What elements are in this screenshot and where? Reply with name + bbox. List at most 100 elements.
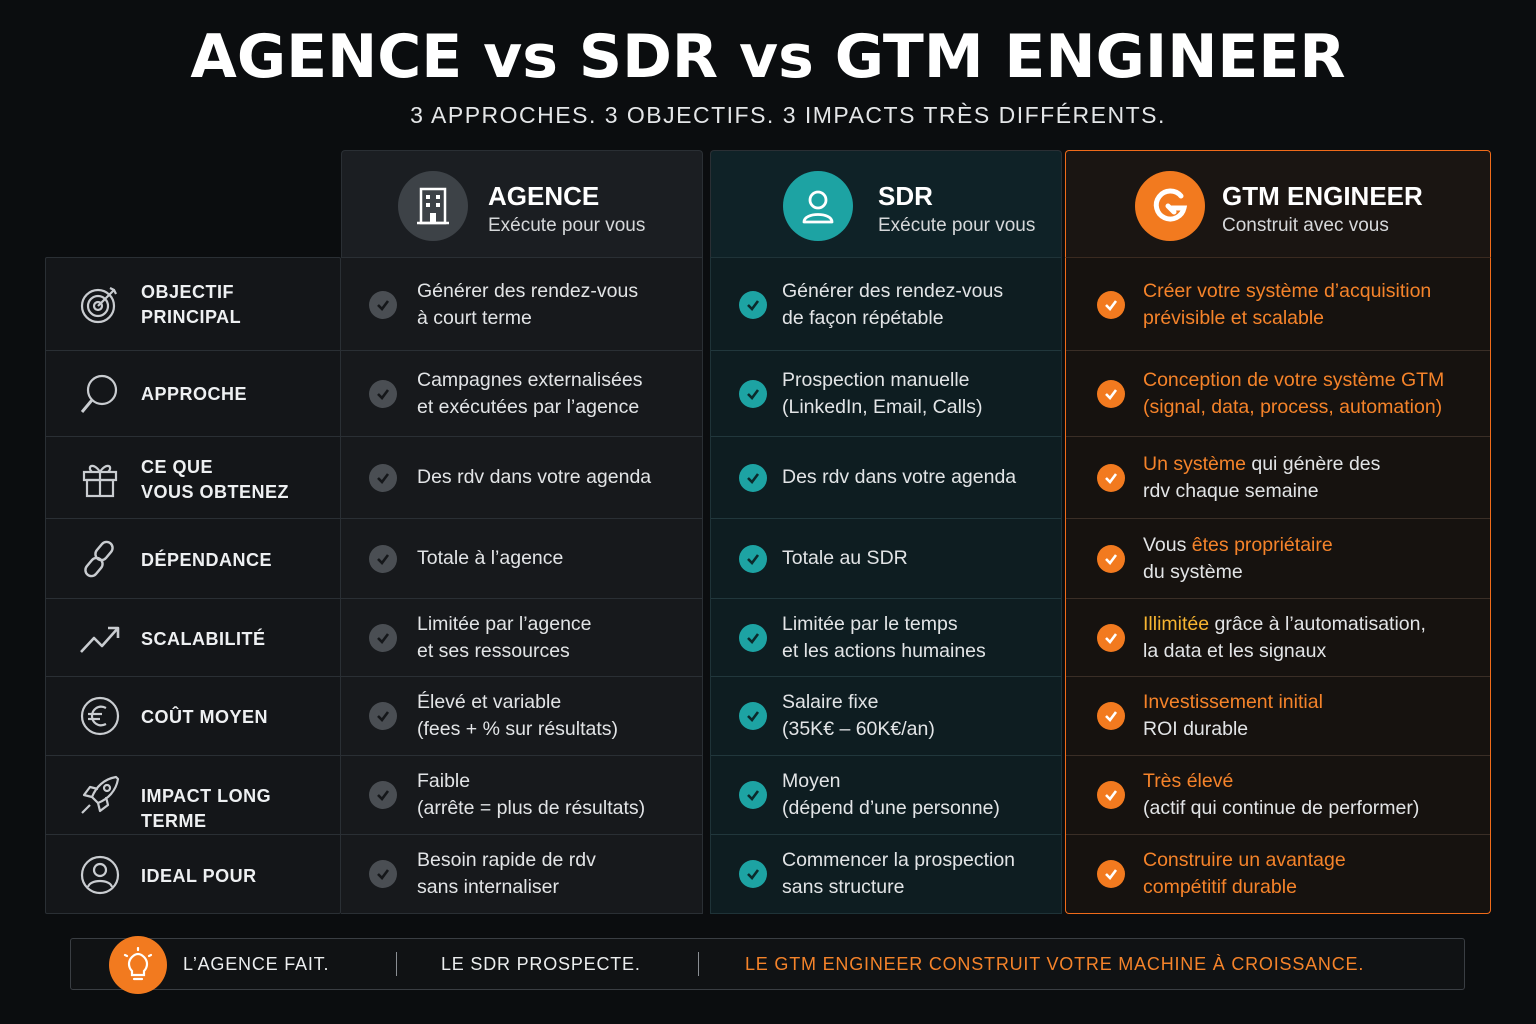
cell-line: (signal, data, process, automation) bbox=[1143, 396, 1443, 418]
table-row: Salaire fixe (35K€ – 60K€/an) bbox=[711, 677, 1061, 756]
link-icon bbox=[78, 537, 122, 581]
cell-text: qui génère des bbox=[1245, 453, 1381, 475]
check-icon bbox=[369, 291, 397, 319]
table-row: Totale au SDR bbox=[711, 519, 1061, 599]
row-label-cout: COÛT MOYEN bbox=[46, 677, 340, 756]
row-label-line: IDEAL POUR bbox=[141, 866, 257, 886]
cell-line: Prospection manuelle bbox=[782, 369, 970, 391]
gtm-engineer-column: Créer votre système d’acquisition prévisi… bbox=[1065, 257, 1491, 914]
highlight-text: êtes propriétaire bbox=[1191, 534, 1333, 556]
row-label-dependance: DÉPENDANCE bbox=[46, 519, 340, 599]
column-title: AGENCE bbox=[488, 181, 600, 211]
euro-icon bbox=[78, 694, 122, 738]
check-icon bbox=[369, 781, 397, 809]
column-header-gtm-engineer: GTM ENGINEER Construit avec vous bbox=[1065, 150, 1491, 258]
cell-line: (fees + % sur résultats) bbox=[417, 718, 619, 740]
cell-line: prévisible et scalable bbox=[1143, 307, 1325, 329]
cell-line: Moyen bbox=[782, 770, 841, 792]
table-row: Construire un avantage compétitif durable bbox=[1066, 835, 1490, 915]
column-subtitle: Exécute pour vous bbox=[878, 215, 1036, 236]
table-row: Prospection manuelle (LinkedIn, Email, Ca… bbox=[711, 351, 1061, 437]
cell-line: du système bbox=[1143, 561, 1243, 583]
row-label-line: DÉPENDANCE bbox=[141, 550, 273, 570]
highlight-text: Illimitée bbox=[1143, 613, 1210, 635]
table-row: Limitée par l’agence et ses ressources bbox=[341, 599, 702, 677]
cell-line: Investissement initial bbox=[1143, 691, 1323, 713]
check-icon bbox=[369, 702, 397, 730]
trend-up-icon bbox=[78, 616, 122, 660]
cell-line: de façon répétable bbox=[782, 307, 944, 329]
table-row: Conception de votre système GTM (signal, … bbox=[1066, 351, 1490, 437]
table-row: Moyen (dépend d’une personne) bbox=[711, 756, 1061, 835]
cell-line: et exécutées par l’agence bbox=[417, 396, 640, 418]
cell-line: Générer des rendez-vous bbox=[782, 280, 1004, 302]
target-icon bbox=[78, 282, 122, 326]
check-icon bbox=[739, 624, 767, 652]
check-icon bbox=[1097, 860, 1125, 888]
cell-line: Commencer la prospection bbox=[782, 849, 1016, 871]
row-label-line: PRINCIPAL bbox=[141, 307, 242, 327]
cell-line: Limitée par le temps bbox=[782, 613, 958, 635]
footer-text-gtm: LE GTM ENGINEER CONSTRUIT VOTRE MACHINE … bbox=[745, 954, 1365, 974]
table-row: Des rdv dans votre agenda bbox=[341, 437, 702, 519]
table-row: Vous êtes propriétaire du système bbox=[1066, 519, 1490, 599]
cell-line: (actif qui continue de performer) bbox=[1143, 797, 1420, 819]
search-icon bbox=[78, 372, 122, 416]
check-icon bbox=[739, 545, 767, 573]
check-icon bbox=[1097, 291, 1125, 319]
cell-line: Des rdv dans votre agenda bbox=[417, 466, 652, 488]
cell-line: (35K€ – 60K€/an) bbox=[782, 718, 935, 740]
cell-line: Conception de votre système GTM bbox=[1143, 369, 1445, 391]
lightbulb-icon bbox=[109, 936, 167, 994]
cell-line: Construire un avantage bbox=[1143, 849, 1346, 871]
cell-line: Un système qui génère des bbox=[1143, 451, 1380, 478]
row-labels-column: OBJECTIF PRINCIPAL APPROCHE CE QUE VOUS OB… bbox=[45, 257, 341, 914]
column-title: SDR bbox=[878, 181, 933, 211]
check-icon bbox=[369, 860, 397, 888]
table-row: Faible (arrête = plus de résultats) bbox=[341, 756, 702, 835]
cell-line: Créer votre système d’acquisition bbox=[1143, 280, 1432, 302]
page-subtitle: 3 APPROCHES. 3 OBJECTIFS. 3 IMPACTS TRÈS… bbox=[410, 102, 1166, 128]
check-icon bbox=[739, 464, 767, 492]
check-icon bbox=[739, 291, 767, 319]
cell-line: Besoin rapide de rdv bbox=[417, 849, 596, 871]
row-label-line: COÛT MOYEN bbox=[141, 707, 269, 727]
table-row: Besoin rapide de rdv sans internaliser bbox=[341, 835, 702, 915]
column-subtitle: Exécute pour vous bbox=[488, 215, 646, 236]
table-row: Très élevé (actif qui continue de perform… bbox=[1066, 756, 1490, 835]
agence-column: Générer des rendez-vous à court terme Cam… bbox=[341, 257, 703, 914]
row-label-line: CE QUE bbox=[141, 457, 214, 477]
check-icon bbox=[739, 702, 767, 730]
gtm-logo-icon bbox=[1135, 171, 1205, 241]
row-label-ce-que: CE QUE VOUS OBTENEZ bbox=[46, 437, 340, 519]
footer-text-agence: L’AGENCE FAIT. bbox=[183, 954, 330, 974]
check-icon bbox=[739, 781, 767, 809]
building-icon bbox=[398, 171, 468, 241]
row-label-scalabilite: SCALABILITÉ bbox=[46, 599, 340, 677]
footer-divider bbox=[698, 952, 699, 976]
table-row: Limitée par le temps et les actions humai… bbox=[711, 599, 1061, 677]
check-icon bbox=[739, 860, 767, 888]
cell-line: Totale au SDR bbox=[782, 547, 908, 569]
footer-text-sdr: LE SDR PROSPECTE. bbox=[441, 954, 641, 974]
footer-divider bbox=[396, 952, 397, 976]
table-row: Commencer la prospection sans structure bbox=[711, 835, 1061, 915]
cell-line: (LinkedIn, Email, Calls) bbox=[782, 396, 983, 418]
highlight-text: Un système bbox=[1143, 453, 1246, 475]
cell-line: Illimitée grâce à l’automatisation, bbox=[1143, 611, 1426, 638]
cell-text: grâce à l’automatisation, bbox=[1209, 613, 1426, 635]
row-label-objectif: OBJECTIF PRINCIPAL bbox=[46, 258, 340, 351]
footer-banner bbox=[70, 938, 1465, 990]
column-header-sdr: SDR Exécute pour vous bbox=[710, 150, 1062, 258]
cell-line: Totale à l’agence bbox=[417, 547, 564, 569]
rocket-icon bbox=[78, 773, 122, 817]
cell-line: Des rdv dans votre agenda bbox=[782, 466, 1017, 488]
sdr-column: Générer des rendez-vous de façon répétabl… bbox=[710, 257, 1062, 914]
cell-line: Élevé et variable bbox=[417, 691, 562, 713]
cell-line: à court terme bbox=[417, 307, 532, 329]
check-icon bbox=[1097, 624, 1125, 652]
table-row: Élevé et variable (fees + % sur résultats… bbox=[341, 677, 702, 756]
cell-line: (arrête = plus de résultats) bbox=[417, 797, 646, 819]
column-subtitle: Construit avec vous bbox=[1222, 215, 1389, 236]
table-row: Créer votre système d’acquisition prévisi… bbox=[1066, 258, 1490, 351]
